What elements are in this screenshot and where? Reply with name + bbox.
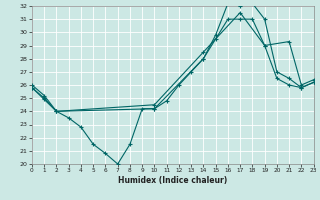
X-axis label: Humidex (Indice chaleur): Humidex (Indice chaleur) <box>118 176 228 185</box>
